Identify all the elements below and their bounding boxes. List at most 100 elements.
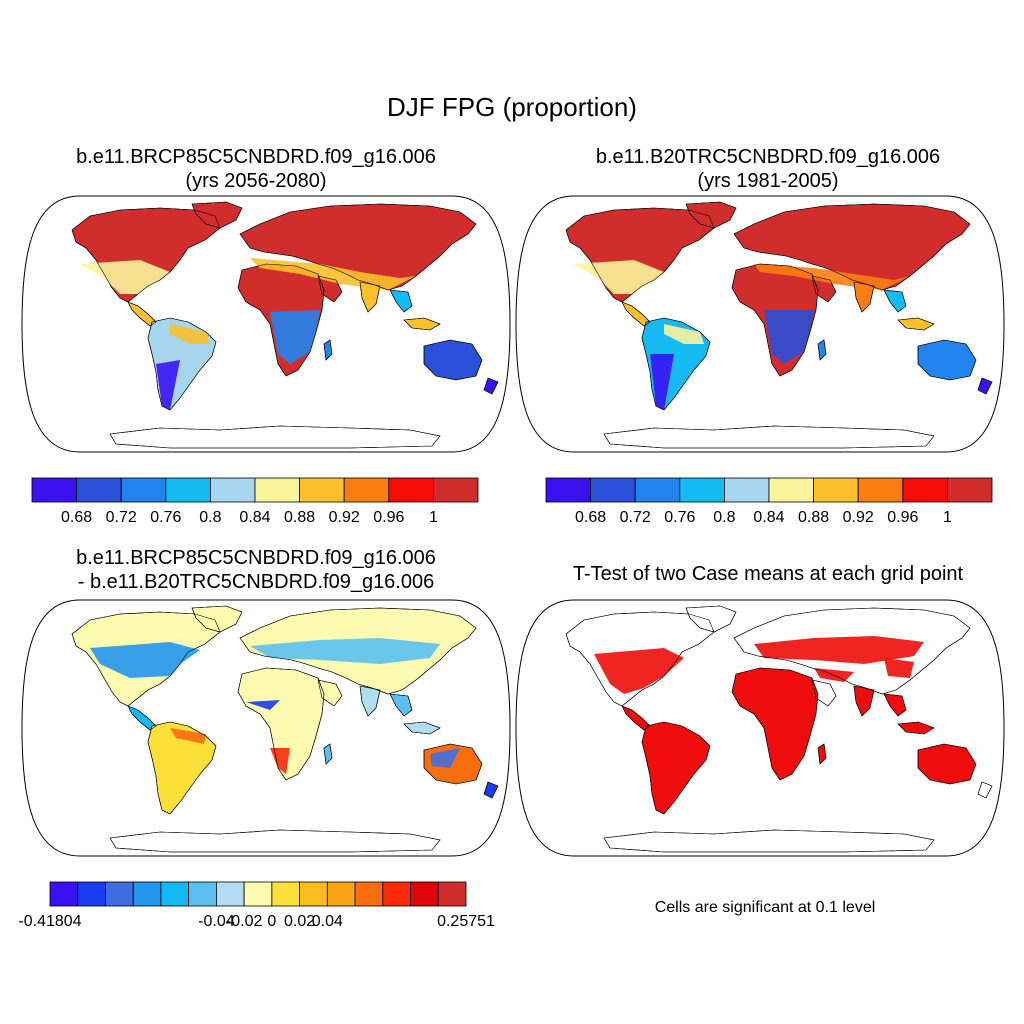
colorbar-box-1 <box>590 477 636 503</box>
data-band-4 <box>170 324 210 344</box>
colorbar-box-9 <box>946 477 993 503</box>
coastline-arabia <box>811 679 837 707</box>
panel-title-future: b.e11.BRCP85C5CNBDRD.f09_g16.006 (yrs 20… <box>6 145 506 193</box>
map-historical <box>515 195 1005 453</box>
panel-title-historical-line1: b.e11.B20TRC5CNBDRD.f09_g16.006 <box>595 146 941 168</box>
colorbar-label-3: 0.8 <box>713 509 735 526</box>
coastline-antarctica <box>603 829 935 853</box>
coastline-eurasia <box>733 203 971 291</box>
coastline-samerica <box>641 317 711 411</box>
coastline-antarctica <box>109 829 441 853</box>
coastline-nz <box>483 781 499 799</box>
map-ttest <box>515 599 1005 857</box>
colorbar-box-5 <box>254 477 300 503</box>
coastline-greenland <box>685 605 737 633</box>
coastline-australia <box>917 743 977 785</box>
colorbar-box-6 <box>299 477 345 503</box>
colorbar-box-1 <box>77 881 106 907</box>
colorbar-label-6: 0.25751 <box>437 913 495 930</box>
coastline-seasia <box>883 693 907 717</box>
colorbar-label-6: 0.92 <box>329 509 360 526</box>
data-band-4 <box>664 324 704 344</box>
data-band-0 <box>90 642 200 678</box>
coastline-greenland <box>191 605 243 633</box>
coastline-antarctica <box>603 425 935 449</box>
coastline-eurasia <box>239 203 477 291</box>
coastline-camerica <box>127 301 157 327</box>
map-frame <box>21 195 511 453</box>
colorbar-box-4 <box>723 477 770 503</box>
panel-title-difference-line2: - b.e11.B20TRC5CNBDRD.f09_g16.006 <box>77 571 435 593</box>
main-title: DJF FPG (proportion) <box>387 92 637 122</box>
data-band-1 <box>250 638 440 664</box>
coastline-arabia <box>317 679 343 707</box>
colorbar-box-3 <box>132 881 162 907</box>
colorbar-box-8 <box>271 881 301 907</box>
colorbar-label-8: 1 <box>943 509 952 526</box>
coastline-camerica <box>621 705 651 731</box>
coastline-madagascar <box>817 339 827 361</box>
colorbar-box-5 <box>188 881 217 907</box>
data-band-3 <box>156 360 180 410</box>
panel-title-historical-line2: (yrs 1981-2005) <box>697 170 839 192</box>
colorbar-label-5: 0.88 <box>284 509 315 526</box>
coastline-namerica <box>565 611 715 707</box>
data-band-2 <box>246 700 280 710</box>
coastline-indonesia <box>897 317 935 331</box>
coastline-indonesia <box>897 721 935 735</box>
data-band-3 <box>884 658 914 678</box>
colorbar-box-0 <box>545 477 591 503</box>
coastline-arabia <box>811 275 837 303</box>
colorbar-box-7 <box>243 881 273 907</box>
colorbar-box-10 <box>326 881 356 907</box>
colorbar-box-6 <box>215 881 245 907</box>
colorbar-label-1: 0.72 <box>106 509 137 526</box>
map-layer <box>515 195 1005 453</box>
colorbar-box-9 <box>299 881 328 907</box>
map-layer <box>515 599 1005 857</box>
coastline-australia <box>917 339 977 381</box>
coastline-india <box>853 281 875 313</box>
data-band-0 <box>594 648 684 694</box>
colorbar-historical: 0.68 0.72 0.76 0.8 0.84 0.88 0.92 0.96 1 <box>545 477 993 526</box>
coastline-africa <box>731 667 819 781</box>
colorbar-box-8 <box>902 477 948 503</box>
coastline-australia <box>423 339 483 381</box>
coastline-nz <box>977 781 993 799</box>
coastline-samerica <box>147 721 217 815</box>
colorbar-box-2 <box>105 881 134 907</box>
data-band-0 <box>574 260 664 294</box>
panel-title-future-line2: (yrs 2056-2080) <box>185 170 327 192</box>
coastline-greenland <box>685 201 737 229</box>
coastline-india <box>359 685 381 717</box>
coastline-camerica <box>621 301 651 327</box>
colorbar-label-7: 0.96 <box>887 509 918 526</box>
panel-title-ttest-line1: T-Test of two Case means at each grid po… <box>572 563 964 585</box>
data-band-3 <box>170 728 206 744</box>
coastline-seasia <box>883 289 907 313</box>
panel-title-future-line1: b.e11.BRCP85C5CNBDRD.f09_g16.006 <box>76 146 436 168</box>
colorbar-label-2: 0.76 <box>664 509 695 526</box>
colorbar-box-4 <box>209 477 256 503</box>
colorbar-label-0: 0.68 <box>61 509 92 526</box>
data-band-2 <box>764 310 814 364</box>
colorbar-label-1: 0.72 <box>620 509 651 526</box>
coastline-antarctica <box>109 425 441 449</box>
map-layer <box>21 599 511 857</box>
colorbar-box-6 <box>813 477 859 503</box>
data-band-1 <box>754 636 924 664</box>
colorbar-label-5: 0.04 <box>312 913 343 930</box>
coastline-africa <box>237 263 325 377</box>
colorbar-label-3: 0 <box>267 913 276 930</box>
data-band-1 <box>754 264 910 290</box>
panel-title-ttest: T-Test of two Case means at each grid po… <box>518 562 1018 586</box>
colorbar-label-3: 0.8 <box>199 509 221 526</box>
colorbar-box-8 <box>388 477 434 503</box>
coastline-eurasia <box>733 607 971 695</box>
colorbar-box-0 <box>31 477 77 503</box>
map-frame <box>515 599 1005 857</box>
coastline-indonesia <box>403 317 441 331</box>
colorbar-box-2 <box>634 477 681 503</box>
colorbar-label-4: 0.84 <box>239 509 270 526</box>
data-band-3 <box>650 354 674 410</box>
